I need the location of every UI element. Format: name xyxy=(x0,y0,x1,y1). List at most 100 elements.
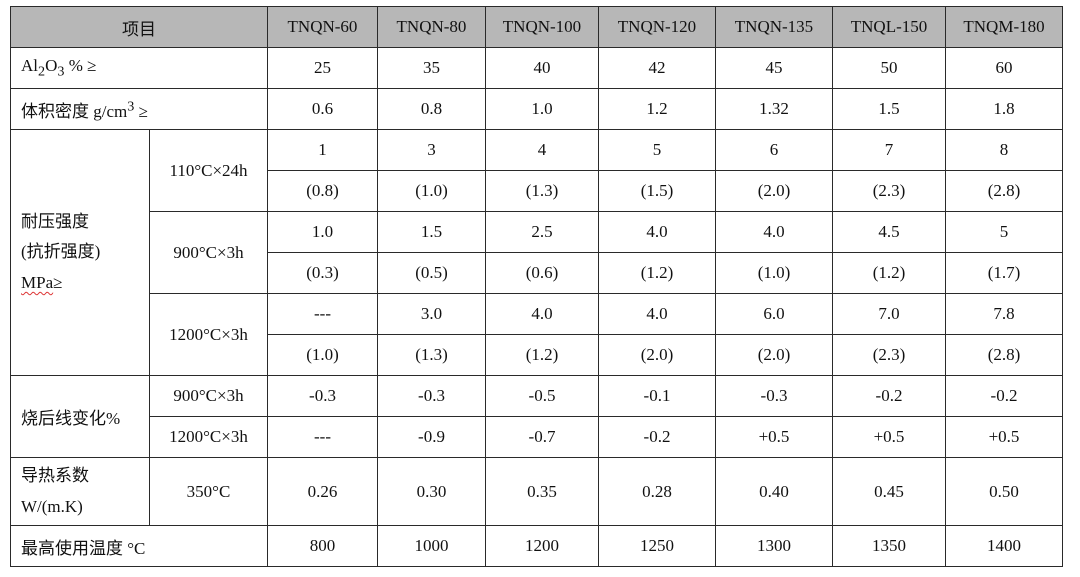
flexural-value: (1.5) xyxy=(598,170,716,212)
flexural-value: (0.8) xyxy=(267,170,378,212)
linear-change-value: +0.5 xyxy=(715,416,833,458)
strength-value: 3 xyxy=(377,129,486,171)
max-temp-value: 1250 xyxy=(598,525,716,567)
flexural-value: (0.3) xyxy=(267,252,378,294)
flexural-value: (1.2) xyxy=(598,252,716,294)
linear-change-value: -0.9 xyxy=(377,416,486,458)
max-temp-value: 1000 xyxy=(377,525,486,567)
al2o3-value: 40 xyxy=(485,47,599,89)
conductivity-row: 导热系数 W/(m.K) 350°C 0.26 0.30 0.35 0.28 0… xyxy=(10,457,1063,526)
strength-value: 6.0 xyxy=(715,293,833,335)
strength-value: 4 xyxy=(485,129,599,171)
strength-value: 4.0 xyxy=(598,293,716,335)
strength-condition: 900°C×3h xyxy=(149,211,268,294)
al2o3-value: 60 xyxy=(945,47,1063,89)
linear-change-value: -0.1 xyxy=(598,375,716,417)
flexural-value: (1.7) xyxy=(945,252,1063,294)
max-temp-value: 800 xyxy=(267,525,378,567)
linear-change-value: -0.3 xyxy=(267,375,378,417)
header-product: TNQL-150 xyxy=(832,6,946,48)
strength-row: (1.0) (1.3) (1.2) (2.0) (2.0) (2.3) (2.8… xyxy=(11,334,1063,376)
conductivity-value: 0.28 xyxy=(598,457,716,526)
al2o3-value: 35 xyxy=(377,47,486,89)
density-row: 体积密度 g/cm3 ≥ 0.6 0.8 1.0 1.2 1.32 1.5 1.… xyxy=(10,88,1063,130)
linear-change-value: +0.5 xyxy=(832,416,946,458)
conductivity-value: 0.40 xyxy=(715,457,833,526)
strength-value: 5 xyxy=(945,211,1063,253)
strength-value: 6 xyxy=(715,129,833,171)
header-product: TNQN-60 xyxy=(267,6,378,48)
strength-value: 3.0 xyxy=(377,293,486,335)
strength-value: 4.0 xyxy=(598,211,716,253)
strength-condition: 110°C×24h xyxy=(149,129,268,212)
flexural-value: (1.0) xyxy=(715,252,833,294)
flexural-value: (0.5) xyxy=(377,252,486,294)
linear-change-label: 烧后线变化% xyxy=(10,375,150,458)
strength-value: 1 xyxy=(267,129,378,171)
strength-row: 900°C×3h 1.0 1.5 2.5 4.0 4.0 4.5 5 xyxy=(11,211,1063,294)
max-temp-value: 1200 xyxy=(485,525,599,567)
flexural-value: (2.8) xyxy=(945,334,1063,376)
flexural-value: (1.3) xyxy=(485,170,599,212)
density-value: 1.5 xyxy=(832,88,946,130)
strength-value: 7 xyxy=(832,129,946,171)
strength-value: 4.0 xyxy=(715,211,833,253)
linear-change-value: +0.5 xyxy=(945,416,1063,458)
header-product: TNQN-135 xyxy=(715,6,833,48)
strength-row: 耐压强度 (抗折强度) MPa≥ 110°C×24h 1 3 4 5 6 7 8 xyxy=(10,129,1063,376)
al2o3-value: 45 xyxy=(715,47,833,89)
density-value: 1.0 xyxy=(485,88,599,130)
density-value: 1.32 xyxy=(715,88,833,130)
header-product: TNQM-180 xyxy=(945,6,1063,48)
flexural-value: (2.8) xyxy=(945,170,1063,212)
conductivity-value: 0.26 xyxy=(267,457,378,526)
flexural-value: (1.3) xyxy=(377,334,486,376)
flexural-value: (2.0) xyxy=(598,334,716,376)
max-temp-value: 1400 xyxy=(945,525,1063,567)
flexural-value: (0.6) xyxy=(485,252,599,294)
al2o3-value: 42 xyxy=(598,47,716,89)
header-product: TNQN-80 xyxy=(377,6,486,48)
header-product: TNQN-100 xyxy=(485,6,599,48)
flexural-value: (1.2) xyxy=(485,334,599,376)
strength-value: 1.0 xyxy=(267,211,378,253)
strength-row: 1200°C×3h --- 3.0 4.0 4.0 6.0 7.0 7.8 xyxy=(11,293,1063,376)
density-value: 1.8 xyxy=(945,88,1063,130)
linear-change-condition: 1200°C×3h xyxy=(149,416,268,458)
strength-condition: 1200°C×3h xyxy=(149,293,268,376)
header-row: 项目 TNQN-60 TNQN-80 TNQN-100 TNQN-120 TNQ… xyxy=(10,6,1063,48)
flexural-value: (1.0) xyxy=(267,334,378,376)
flexural-value: (1.0) xyxy=(377,170,486,212)
conductivity-label: 导热系数 W/(m.K) xyxy=(10,457,150,526)
density-value: 0.6 xyxy=(267,88,378,130)
strength-label: 耐压强度 (抗折强度) MPa≥ xyxy=(10,129,150,376)
strength-value: 4.5 xyxy=(832,211,946,253)
strength-value: --- xyxy=(267,293,378,335)
strength-row: (0.8) (1.0) (1.3) (1.5) (2.0) (2.3) (2.8… xyxy=(11,170,1063,212)
linear-change-value: -0.7 xyxy=(485,416,599,458)
flexural-value: (2.3) xyxy=(832,170,946,212)
header-product: TNQN-120 xyxy=(598,6,716,48)
density-label: 体积密度 g/cm3 ≥ xyxy=(10,88,268,130)
header-item: 项目 xyxy=(10,6,268,48)
linear-change-value: --- xyxy=(267,416,378,458)
density-value: 0.8 xyxy=(377,88,486,130)
conductivity-value: 0.30 xyxy=(377,457,486,526)
strength-value: 7.8 xyxy=(945,293,1063,335)
density-value: 1.2 xyxy=(598,88,716,130)
strength-value: 2.5 xyxy=(485,211,599,253)
strength-value: 7.0 xyxy=(832,293,946,335)
strength-value: 8 xyxy=(945,129,1063,171)
conductivity-value: 0.50 xyxy=(945,457,1063,526)
al2o3-label: Al2O3 % ≥ xyxy=(10,47,268,89)
max-temp-value: 1300 xyxy=(715,525,833,567)
linear-change-value: -0.2 xyxy=(598,416,716,458)
linear-change-value: -0.3 xyxy=(377,375,486,417)
spec-table: 项目 TNQN-60 TNQN-80 TNQN-100 TNQN-120 TNQ… xyxy=(10,6,1063,567)
al2o3-value: 25 xyxy=(267,47,378,89)
linear-change-value: -0.2 xyxy=(832,375,946,417)
max-temp-row: 最高使用温度 °C 800 1000 1200 1250 1300 1350 1… xyxy=(10,525,1063,567)
linear-change-row: 烧后线变化% 900°C×3h -0.3 -0.3 -0.5 -0.1 -0.3… xyxy=(10,375,1063,458)
strength-value: 4.0 xyxy=(485,293,599,335)
al2o3-row: Al2O3 % ≥ 25 35 40 42 45 50 60 xyxy=(10,47,1063,89)
